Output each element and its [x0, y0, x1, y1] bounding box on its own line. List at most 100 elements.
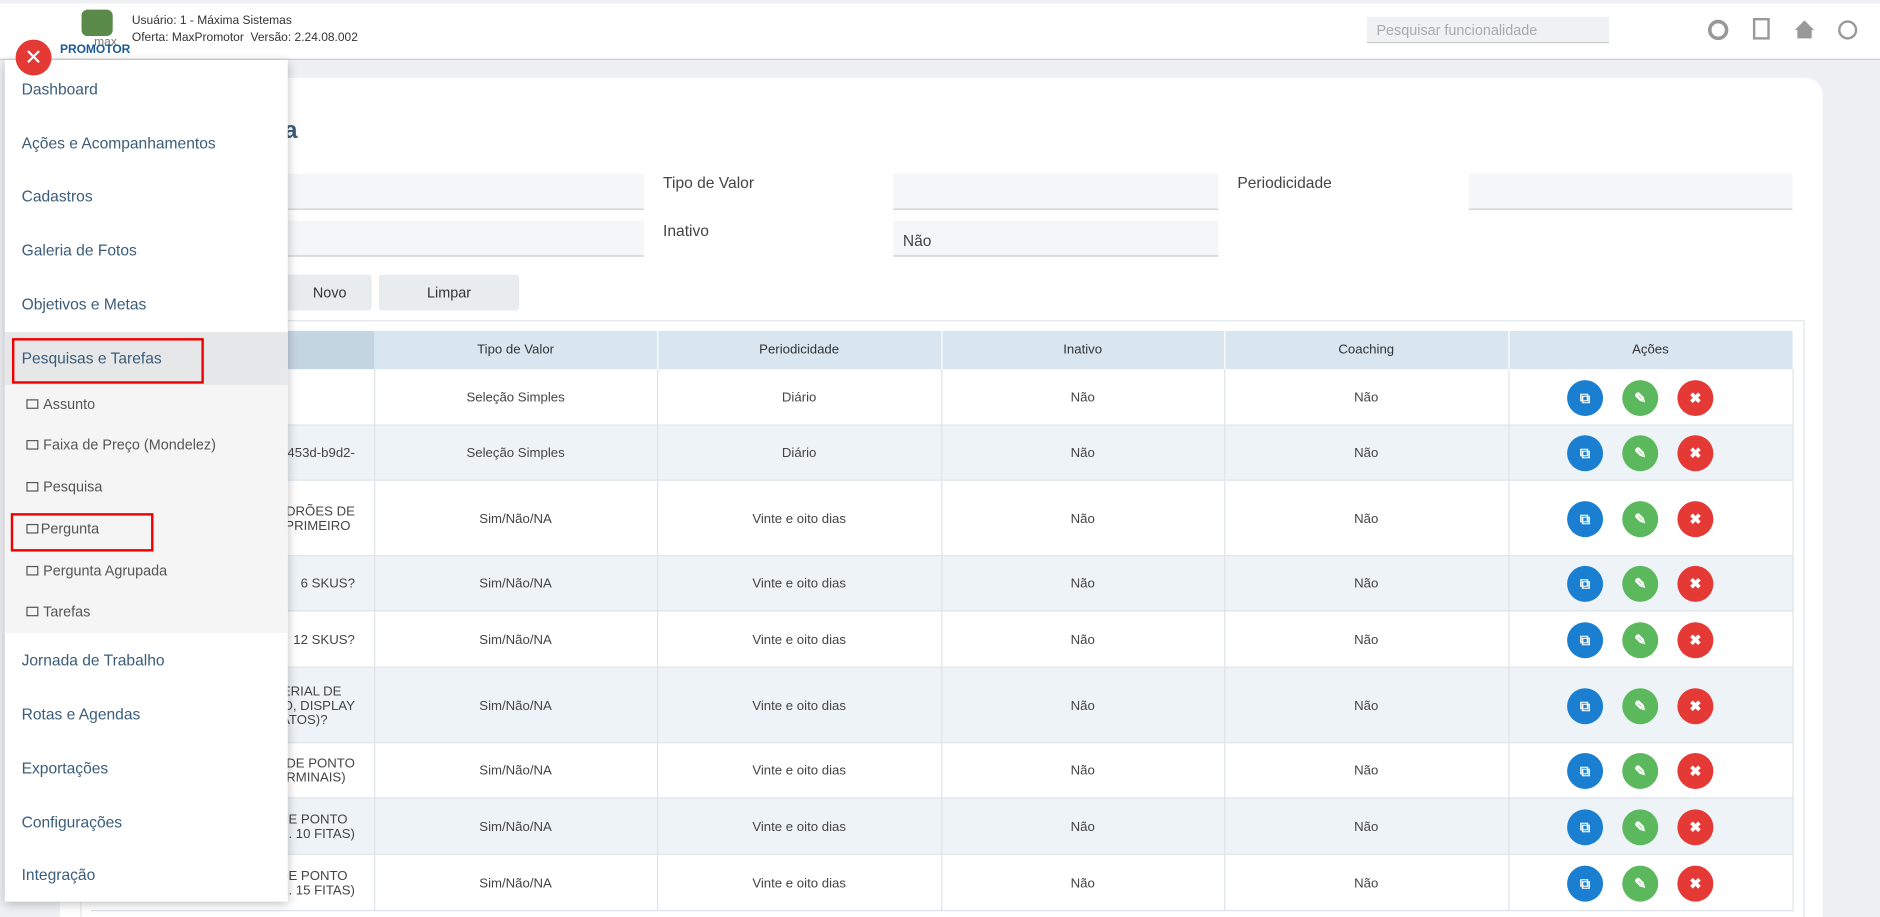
delete-button[interactable]: ✖	[1677, 621, 1714, 658]
input[interactable]	[239, 173, 644, 210]
cell-border	[1508, 743, 1510, 799]
table-cell: 6 SKUS?	[300, 576, 355, 592]
cell-border	[657, 798, 659, 855]
copy-button[interactable]: ⧉	[1567, 621, 1604, 658]
edit-button[interactable]: ✎	[1622, 500, 1659, 537]
offer-line: Oferta: MaxPromotor Versão: 2.24.08.002	[132, 31, 358, 44]
edit-button[interactable]: ✎	[1622, 752, 1659, 789]
delete-button[interactable]: ✖	[1677, 379, 1714, 416]
delete-button[interactable]: ✖	[1677, 565, 1714, 602]
table-cell: Sim/Não/NA	[479, 632, 552, 647]
menu-item[interactable]: Dashboard	[21, 80, 98, 99]
cell-border	[1792, 425, 1794, 481]
submenu-item[interactable]: Assunto	[43, 395, 96, 413]
submenu-icon	[26, 440, 39, 450]
table-cell: ADRÕES DE - PRIMEIRO	[277, 504, 355, 533]
cell-border	[374, 743, 376, 799]
table-cell: Diário	[781, 446, 817, 461]
submenu-icon	[26, 565, 39, 576]
cell-border	[657, 854, 659, 912]
submenu-item[interactable]: Pesquisa	[43, 478, 103, 496]
cell-border	[941, 854, 943, 912]
delete-button[interactable]: ✖	[1677, 808, 1714, 845]
copy-button[interactable]: ⧉	[1567, 865, 1604, 902]
logo-icon	[81, 9, 113, 36]
copy-button[interactable]: ⧉	[1567, 687, 1604, 724]
copy-button[interactable]: ⧉	[1567, 435, 1604, 472]
edit-button[interactable]: ✎	[1622, 808, 1659, 845]
select[interactable]	[893, 173, 1219, 210]
highlight-box	[10, 513, 154, 552]
menu-item[interactable]: Cadastros	[21, 187, 93, 206]
copy-button[interactable]: ⧉	[1567, 500, 1604, 537]
copy-button[interactable]: ⧉	[1567, 379, 1604, 416]
label: Oferta:	[131, 31, 169, 45]
delete-button[interactable]: ✖	[1677, 435, 1714, 472]
cell-border	[657, 425, 659, 481]
edit-button[interactable]: ✎	[1622, 565, 1659, 602]
column-header: Inativo	[941, 330, 1226, 370]
table-cell: Não	[1070, 698, 1095, 713]
menu-item[interactable]: Jornada de Trabalho	[21, 651, 165, 670]
table-cell: Sim/Não/NA	[479, 875, 552, 891]
cell-border	[657, 556, 659, 612]
cell-border	[374, 369, 376, 426]
edit-button[interactable]: ✎	[1622, 687, 1659, 724]
doc-icon[interactable]	[1752, 17, 1770, 40]
delete-button[interactable]: ✖	[1677, 687, 1714, 724]
menu-item[interactable]: Configurações	[21, 812, 123, 831]
submenu-item[interactable]: Pergunta Agrupada	[43, 562, 168, 580]
search[interactable]: Pesquisar funcionalidade	[1366, 16, 1610, 44]
delete-button[interactable]: ✖	[1677, 500, 1714, 537]
copy-button[interactable]: ⧉	[1567, 752, 1604, 789]
home-icon[interactable]	[1794, 20, 1815, 39]
cell-border	[1792, 854, 1794, 912]
cell-border	[1508, 556, 1510, 612]
submenu-item[interactable]: Pergunta	[40, 520, 100, 538]
table-cell: Vinte e oito dias	[752, 819, 846, 834]
submenu-item[interactable]: Faixa de Preço (Mondelez)	[43, 436, 216, 454]
menu-item[interactable]: Objetivos e Metas	[21, 294, 147, 313]
select[interactable]: Não	[893, 220, 1219, 257]
copy-button[interactable]: ⧉	[1567, 565, 1604, 602]
table-cell: Não	[1354, 632, 1379, 647]
table-cell: Sim/Não/NA	[479, 763, 552, 779]
select[interactable]	[239, 220, 644, 257]
edit-button[interactable]: ✎	[1622, 379, 1659, 416]
table-cell: Não	[1354, 576, 1379, 592]
cell-border	[941, 556, 943, 612]
column-header: Tipo de Valor	[374, 330, 659, 370]
label: Usuário:	[131, 14, 177, 28]
table-cell: Seleção Simples	[466, 446, 565, 461]
menu-item[interactable]: Ações e Acompanhamentos	[21, 134, 216, 153]
clear-button[interactable]: Limpar	[378, 274, 520, 311]
table-cell: 9-453d-b9d2-	[275, 446, 355, 461]
copy-button[interactable]: ⧉	[1567, 808, 1604, 845]
cell-border	[1792, 611, 1794, 668]
close-menu[interactable]: ✕	[15, 39, 52, 76]
table-cell: Não	[1354, 511, 1379, 526]
menu-item[interactable]: Integração	[21, 865, 96, 884]
select[interactable]	[1468, 173, 1793, 210]
submenu-item[interactable]: Tarefas	[43, 603, 91, 620]
menu-item[interactable]: Pesquisas e Tarefas	[21, 348, 162, 367]
settings-icon[interactable]	[1707, 19, 1729, 41]
table-cell: Não	[1354, 698, 1379, 713]
cell-border	[1508, 667, 1510, 744]
delete-button[interactable]: ✖	[1677, 752, 1714, 789]
edit-button[interactable]: ✎	[1622, 865, 1659, 902]
menu-item[interactable]: Galeria de Fotos	[21, 240, 137, 259]
cell-border	[941, 425, 943, 481]
power-icon[interactable]	[1838, 20, 1858, 40]
cell-border	[1792, 667, 1794, 744]
delete-button[interactable]: ✖	[1677, 865, 1714, 902]
edit-button[interactable]: ✎	[1622, 435, 1659, 472]
label: Periodicidade	[1237, 173, 1332, 192]
cell-border	[1224, 425, 1226, 481]
cell-border	[1792, 743, 1794, 799]
menu-item[interactable]: Exportações	[21, 758, 109, 777]
table-cell: Não	[1070, 632, 1095, 647]
table-cell: Não	[1070, 763, 1095, 779]
menu-item[interactable]: Rotas e Agendas	[21, 705, 141, 723]
edit-button[interactable]: ✎	[1622, 621, 1659, 658]
